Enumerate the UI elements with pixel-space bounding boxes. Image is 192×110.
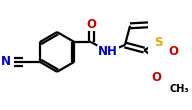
Text: N: N	[1, 55, 11, 68]
Text: S: S	[154, 36, 163, 49]
Text: NH: NH	[98, 45, 118, 58]
Text: CH₃: CH₃	[170, 84, 189, 94]
Text: O: O	[169, 45, 179, 58]
Text: O: O	[86, 17, 96, 30]
Text: O: O	[151, 71, 161, 84]
